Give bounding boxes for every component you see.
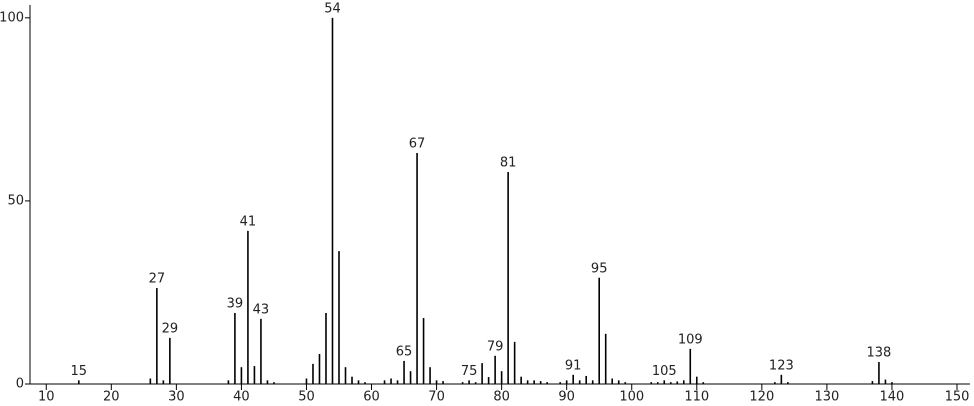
peak-label: 67: [409, 136, 426, 151]
x-tick-label: 20: [103, 390, 120, 405]
x-tick-label: 30: [168, 390, 185, 405]
x-tick-label: 120: [749, 390, 774, 405]
x-tick-label: 100: [619, 390, 644, 405]
x-tick-label: 50: [298, 390, 315, 405]
peak-label: 15: [71, 364, 88, 379]
x-tick-label: 80: [493, 390, 510, 405]
peak-label: 79: [487, 339, 504, 354]
peak-label: 29: [162, 321, 179, 336]
peak-label: 54: [324, 1, 341, 16]
x-tick-label: 60: [363, 390, 380, 405]
x-tick-label: 10: [38, 390, 55, 405]
peak-label: 109: [678, 332, 703, 347]
x-tick-label: 90: [558, 390, 575, 405]
x-tick-label: 150: [945, 390, 970, 405]
y-tick-label: 0: [16, 377, 24, 392]
peak-label: 65: [396, 344, 413, 359]
peak-label: 81: [500, 155, 517, 170]
y-tick-label: 50: [7, 193, 24, 208]
peak-label: 41: [240, 214, 257, 229]
x-tick-label: 130: [814, 390, 839, 405]
peak-label: 43: [253, 302, 270, 317]
x-tick-label: 140: [880, 390, 905, 405]
peak-label: 91: [565, 358, 582, 373]
x-tick-label: 70: [428, 390, 445, 405]
x-tick-label: 110: [684, 390, 709, 405]
peak-label: 75: [461, 364, 478, 379]
x-tick-label: 40: [233, 390, 250, 405]
peak-label: 138: [867, 346, 892, 361]
peak-label: 123: [769, 358, 794, 373]
peak-label: 27: [149, 272, 166, 287]
peak-label: 105: [652, 364, 677, 379]
peak-label: 39: [227, 296, 244, 311]
peak-label: 95: [591, 261, 608, 276]
y-tick-label: 100: [0, 10, 24, 25]
